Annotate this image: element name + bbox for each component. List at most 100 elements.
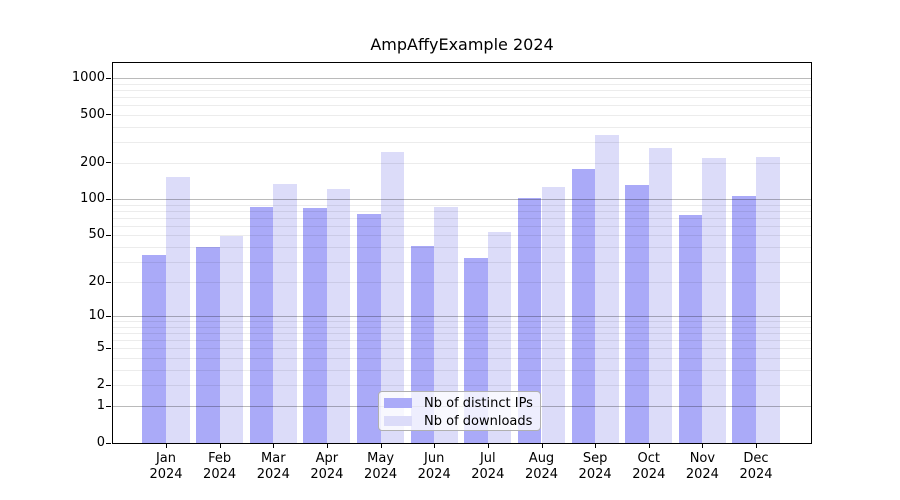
gridline-minor	[113, 83, 811, 85]
bar-downloads	[595, 135, 619, 443]
gridline-minor	[113, 97, 811, 98]
x-tick-month: Jul	[479, 451, 496, 466]
x-tick-month: Feb	[208, 451, 232, 466]
x-tick-month: Mar	[261, 451, 286, 466]
x-tick-year: 2024	[632, 466, 666, 482]
gridline-minor	[113, 333, 811, 335]
x-tick-label: Dec 2024	[726, 451, 786, 482]
legend-item-downloads: Nb of downloads	[379, 412, 540, 430]
x-tick-label: May 2024	[351, 451, 411, 482]
y-tick-label: 200	[80, 154, 105, 170]
legend-item-distinct-ips: Nb of distinct IPs	[379, 394, 540, 412]
gridline-minor	[113, 340, 811, 342]
y-tick	[106, 162, 111, 164]
x-tick-label: Jun 2024	[404, 451, 464, 482]
y-tick-label: 2	[96, 377, 105, 392]
x-tick	[273, 444, 275, 448]
y-tick-label: 50	[88, 227, 105, 243]
y-tick	[106, 384, 111, 386]
legend-swatch-downloads-icon	[384, 416, 412, 426]
bar-distinct-ips	[357, 214, 381, 443]
x-tick	[166, 444, 167, 448]
y-tick	[106, 281, 111, 283]
gridline-major	[113, 199, 811, 201]
bar-downloads	[219, 236, 244, 443]
y-tick	[106, 405, 111, 407]
gridline-minor	[113, 126, 811, 128]
x-tick-label: Apr 2024	[297, 451, 357, 482]
gridline-minor	[113, 321, 811, 323]
gridline-minor	[113, 282, 811, 284]
y-tick	[106, 234, 111, 236]
bar-distinct-ips	[678, 215, 703, 443]
legend: Nb of distinct IPs Nb of downloads	[378, 391, 541, 431]
y-tick-label: 500	[80, 106, 105, 122]
bar-downloads	[756, 157, 780, 443]
x-tick-year: 2024	[149, 466, 183, 482]
legend-label-distinct-ips: Nb of distinct IPs	[424, 395, 533, 411]
bar-distinct-ips	[732, 195, 756, 443]
bar-distinct-ips	[142, 255, 166, 443]
x-tick	[756, 444, 757, 448]
x-tick-month: Jan	[155, 451, 177, 466]
bar-downloads	[702, 158, 726, 443]
x-tick-year: 2024	[364, 466, 398, 482]
bar-downloads	[434, 206, 458, 443]
bar-downloads	[541, 186, 566, 443]
gridline-minor	[113, 348, 811, 350]
gridline-minor	[113, 210, 811, 212]
gridline-minor	[113, 358, 811, 359]
x-tick-month: Oct	[637, 451, 661, 466]
x-tick	[702, 444, 704, 448]
y-tick	[106, 114, 111, 116]
x-tick-year: 2024	[739, 466, 773, 482]
x-tick-label: Jan 2024	[136, 451, 196, 482]
x-tick-year: 2024	[685, 466, 719, 482]
bar-downloads	[380, 152, 405, 443]
gridline-minor	[113, 114, 811, 116]
y-tick-label: 1	[96, 398, 105, 414]
gridline-minor	[113, 327, 811, 328]
y-tick-label: 10	[88, 308, 105, 324]
x-tick-month: Nov	[689, 451, 716, 466]
bar-distinct-ips	[625, 184, 649, 443]
bar-distinct-ips	[303, 207, 327, 443]
y-tick-label: 0	[96, 435, 105, 450]
y-tick-label: 20	[88, 274, 105, 290]
gridline-minor	[113, 217, 811, 219]
gridline-minor	[113, 385, 811, 386]
y-tick	[106, 198, 111, 200]
x-tick-month: Aug	[528, 451, 555, 466]
y-tick	[106, 77, 111, 79]
x-tick-label: Feb 2024	[190, 451, 250, 482]
plot-area	[112, 62, 812, 444]
y-tick-label: 5	[96, 340, 105, 356]
x-tick-year: 2024	[471, 466, 505, 482]
chart-title: AmpAffyExample 2024	[370, 35, 554, 54]
x-tick-label: Mar 2024	[243, 451, 303, 482]
bar-downloads	[326, 188, 351, 443]
gridline-minor	[113, 225, 811, 227]
x-tick-month: May	[367, 451, 395, 466]
gridline-minor	[113, 246, 811, 248]
y-tick	[106, 315, 111, 317]
x-tick-label: Sep 2024	[565, 451, 625, 482]
bar-downloads	[273, 184, 297, 443]
x-tick	[541, 444, 543, 448]
x-tick	[595, 444, 597, 448]
x-tick-month: Sep	[582, 451, 608, 466]
x-tick-year: 2024	[310, 466, 344, 482]
y-tick	[106, 442, 111, 444]
x-tick-month: Dec	[743, 451, 769, 466]
bar-downloads	[648, 147, 673, 443]
y-tick-label: 100	[80, 191, 105, 207]
x-tick-label: Jul 2024	[458, 451, 518, 482]
gridline-major	[113, 78, 811, 80]
y-tick-label: 1000	[71, 70, 105, 86]
x-tick-label: Oct 2024	[619, 451, 679, 482]
x-tick	[219, 444, 221, 448]
x-tick	[648, 444, 650, 448]
gridline-minor	[113, 369, 811, 371]
bar-downloads	[166, 177, 190, 443]
